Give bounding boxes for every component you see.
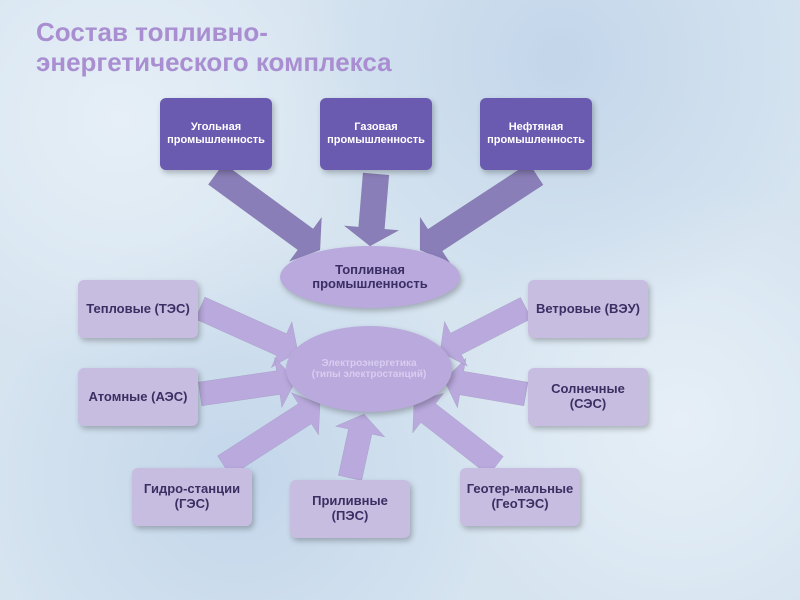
box-gas: Газовая промышленность [320,98,432,170]
box-thermal-label: Тепловые (ТЭС) [86,302,190,317]
box-solar-label: Солнечные (СЭС) [532,382,644,412]
box-tidal: Приливные (ПЭС) [290,480,410,538]
box-atomic-label: Атомные (АЭС) [89,390,188,405]
box-wind-label: Ветровые (ВЭУ) [536,302,640,317]
box-solar: Солнечные (СЭС) [528,368,648,426]
box-oil-label: Нефтяная промышленность [484,121,588,146]
ellipse-electro-line2: (типы электростанций) [312,369,427,380]
box-geothermal-label: Геотер-мальные (ГеоТЭС) [464,482,576,512]
ellipse-electro: Электроэнергетика (типы электростанций) [286,326,452,412]
box-coal: Угольная промышленность [160,98,272,170]
box-wind: Ветровые (ВЭУ) [528,280,648,338]
box-oil: Нефтяная промышленность [480,98,592,170]
box-hydro: Гидро-станции (ГЭС) [132,468,252,526]
box-geothermal: Геотер-мальные (ГеоТЭС) [460,468,580,526]
ellipse-fuel-line2: промышленность [312,277,428,291]
ellipse-fuel-line1: Топливная [335,263,405,277]
box-coal-label: Угольная промышленность [164,121,268,146]
box-hydro-label: Гидро-станции (ГЭС) [136,482,248,512]
box-atomic: Атомные (АЭС) [78,368,198,426]
ellipse-electro-line1: Электроэнергетика [321,358,416,369]
box-tidal-label: Приливные (ПЭС) [294,494,406,524]
box-thermal: Тепловые (ТЭС) [78,280,198,338]
box-gas-label: Газовая промышленность [324,121,428,146]
ellipse-fuel-industry: Топливная промышленность [280,246,460,308]
